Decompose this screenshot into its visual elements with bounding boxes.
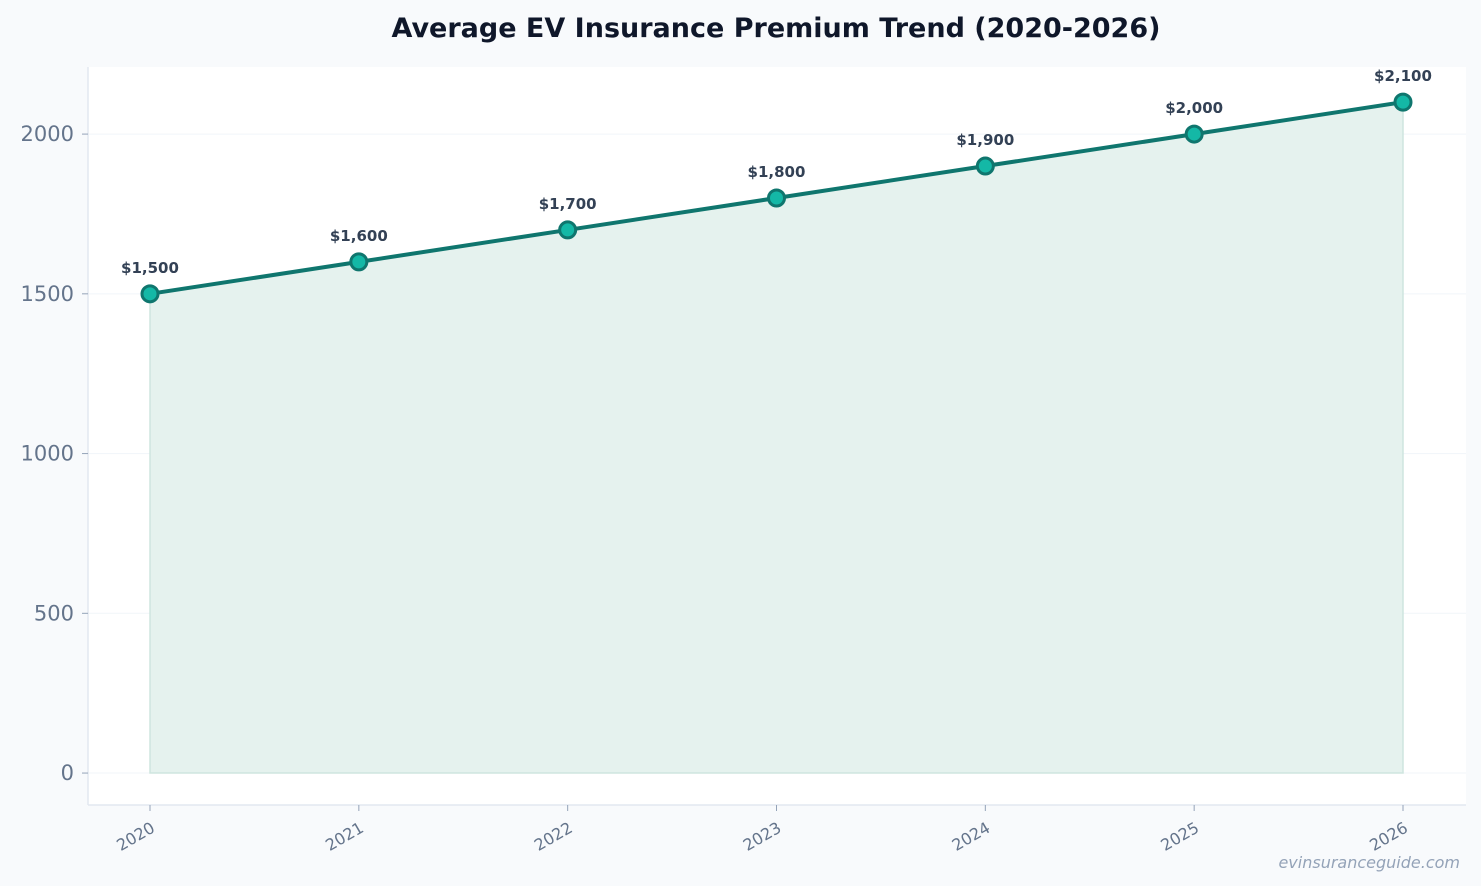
data-point [975, 156, 995, 176]
y-tick-label: 500 [34, 601, 74, 625]
data-point [140, 284, 160, 304]
x-tick-label: 2025 [1157, 818, 1202, 855]
y-tick-layer: 0 500 1000 1500 2000 [21, 122, 88, 785]
x-tick-label: 2023 [740, 818, 785, 855]
data-label: $1,700 [539, 195, 597, 213]
x-tick-label: 2024 [949, 818, 994, 855]
x-tick-label: 2026 [1366, 818, 1411, 855]
data-point [1393, 92, 1413, 112]
data-point [558, 220, 578, 240]
y-tick-label: 1000 [21, 442, 74, 466]
y-tick-label: 2000 [21, 122, 74, 146]
data-label: $1,800 [748, 163, 806, 181]
x-tick-label: 2022 [531, 818, 576, 855]
y-tick-label: 0 [61, 761, 74, 785]
label-layer: $1,500 $1,600 $1,700 $1,800 $1,900 $2,000 $2,1… [121, 67, 1432, 277]
data-point [1184, 124, 1204, 144]
data-label: $1,500 [121, 259, 179, 277]
data-label: $2,100 [1374, 67, 1432, 85]
x-tick-label: 2021 [322, 818, 367, 855]
watermark: evinsuranceguide.com [1278, 853, 1460, 872]
marker-layer [140, 92, 1413, 304]
data-label: $1,600 [330, 227, 388, 245]
data-point [349, 252, 369, 272]
x-tick-layer: 2020 2021 2022 2023 2024 2025 2026 [113, 805, 1411, 855]
chart-title: Average EV Insurance Premium Trend (2020… [392, 13, 1161, 44]
x-tick-label: 2020 [113, 818, 158, 855]
data-label: $1,900 [956, 131, 1014, 149]
data-point [767, 188, 786, 208]
data-label: $2,000 [1165, 99, 1223, 117]
y-tick-label: 1500 [21, 282, 74, 306]
